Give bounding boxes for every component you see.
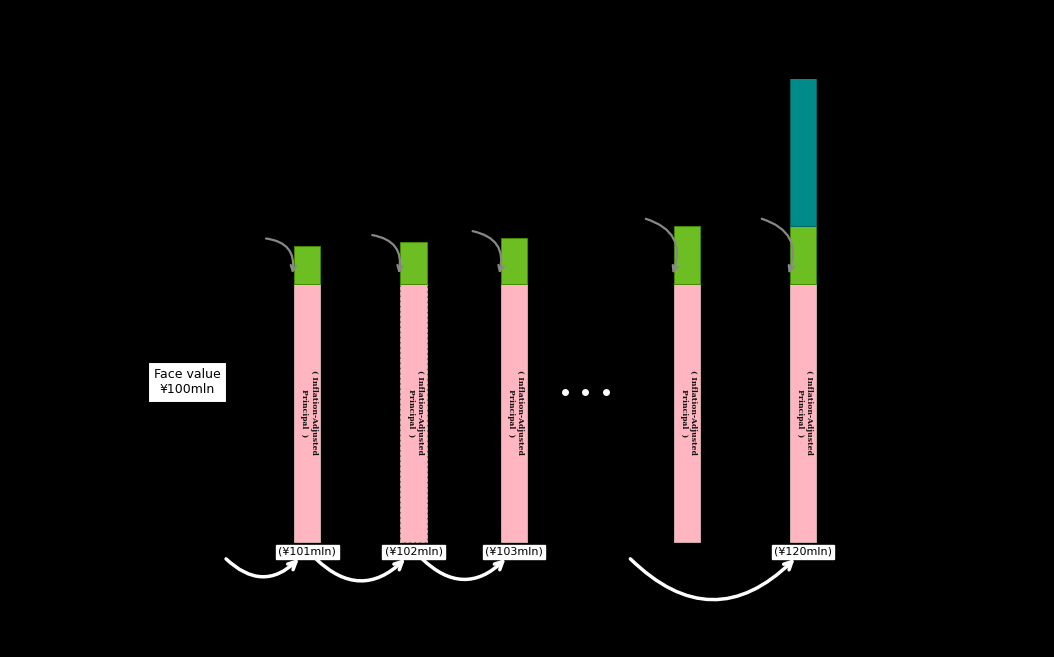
- Bar: [790, 28, 816, 225]
- Bar: [675, 225, 700, 284]
- Text: ( Inflation-Adjusted
Principal  ): ( Inflation-Adjusted Principal ): [407, 371, 424, 455]
- Bar: [790, 225, 816, 284]
- Text: Face value
¥100mln: Face value ¥100mln: [154, 369, 220, 396]
- Text: ( Inflation-Adjusted
Principal  ): ( Inflation-Adjusted Principal ): [680, 371, 698, 455]
- Text: ( Inflation-Adjusted
Principal  ): ( Inflation-Adjusted Principal ): [300, 371, 317, 455]
- Bar: [294, 284, 320, 542]
- Text: (¥102mln): (¥102mln): [385, 547, 443, 557]
- Bar: [401, 242, 427, 284]
- Text: (¥120mln): (¥120mln): [775, 547, 833, 557]
- Bar: [501, 238, 527, 284]
- Bar: [790, 284, 816, 542]
- Bar: [401, 284, 427, 542]
- Bar: [294, 246, 320, 284]
- Text: (¥103mln): (¥103mln): [485, 547, 543, 557]
- Text: ( Inflation-Adjusted
Principal  ): ( Inflation-Adjusted Principal ): [796, 371, 814, 455]
- Text: ( Inflation-Adjusted
Principal  ): ( Inflation-Adjusted Principal ): [507, 371, 524, 455]
- Bar: [501, 284, 527, 542]
- Text: (¥101mln): (¥101mln): [278, 547, 336, 557]
- Bar: [675, 284, 700, 542]
